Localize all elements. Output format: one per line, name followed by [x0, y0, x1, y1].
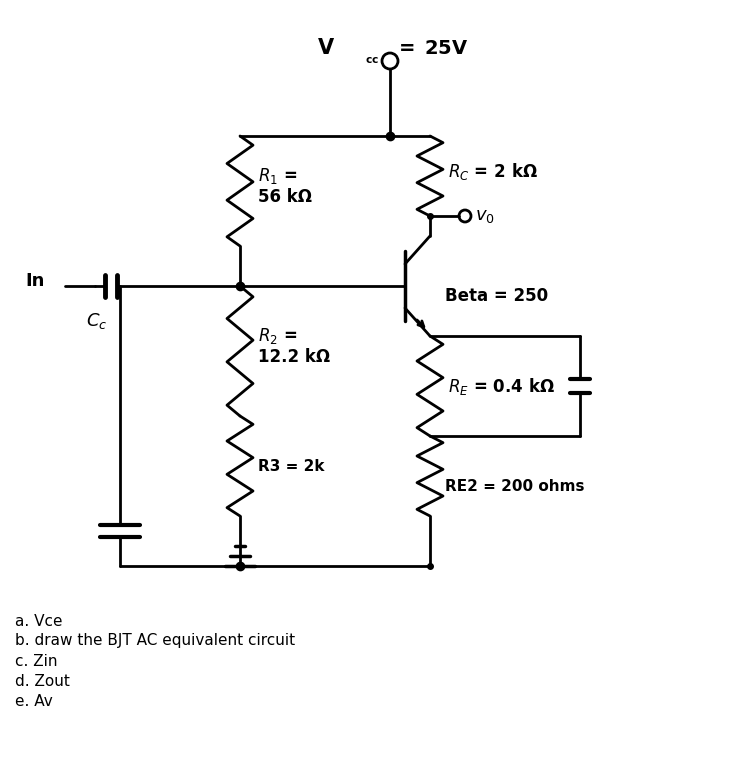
Text: $R_E$ = 0.4 kΩ: $R_E$ = 0.4 kΩ [448, 375, 555, 397]
Text: $\mathbf{= \; 25V}$: $\mathbf{= \; 25V}$ [395, 38, 469, 57]
Text: $\mathbf{V}$: $\mathbf{V}$ [317, 38, 335, 58]
Text: RE2 = 200 ohms: RE2 = 200 ohms [445, 479, 585, 493]
Text: Beta = 250: Beta = 250 [445, 287, 548, 305]
Text: $\mathbf{_{cc}}$: $\mathbf{_{cc}}$ [365, 51, 379, 66]
Text: a. Vce: a. Vce [15, 614, 62, 628]
Text: In: In [25, 272, 45, 290]
Text: $v_0$: $v_0$ [475, 207, 495, 225]
Text: b. draw the BJT AC equivalent circuit: b. draw the BJT AC equivalent circuit [15, 633, 295, 649]
Text: d. Zout: d. Zout [15, 673, 70, 689]
Text: c. Zin: c. Zin [15, 653, 58, 669]
Text: $R_1$ =
56 kΩ: $R_1$ = 56 kΩ [258, 165, 312, 206]
Text: $R_C$ = 2 kΩ: $R_C$ = 2 kΩ [448, 161, 538, 182]
Text: e. Av: e. Av [15, 693, 53, 709]
Text: $C_c$: $C_c$ [86, 311, 107, 331]
Text: R3 = 2k: R3 = 2k [258, 459, 325, 473]
Text: $R_2$ =
12.2 kΩ: $R_2$ = 12.2 kΩ [258, 326, 330, 366]
